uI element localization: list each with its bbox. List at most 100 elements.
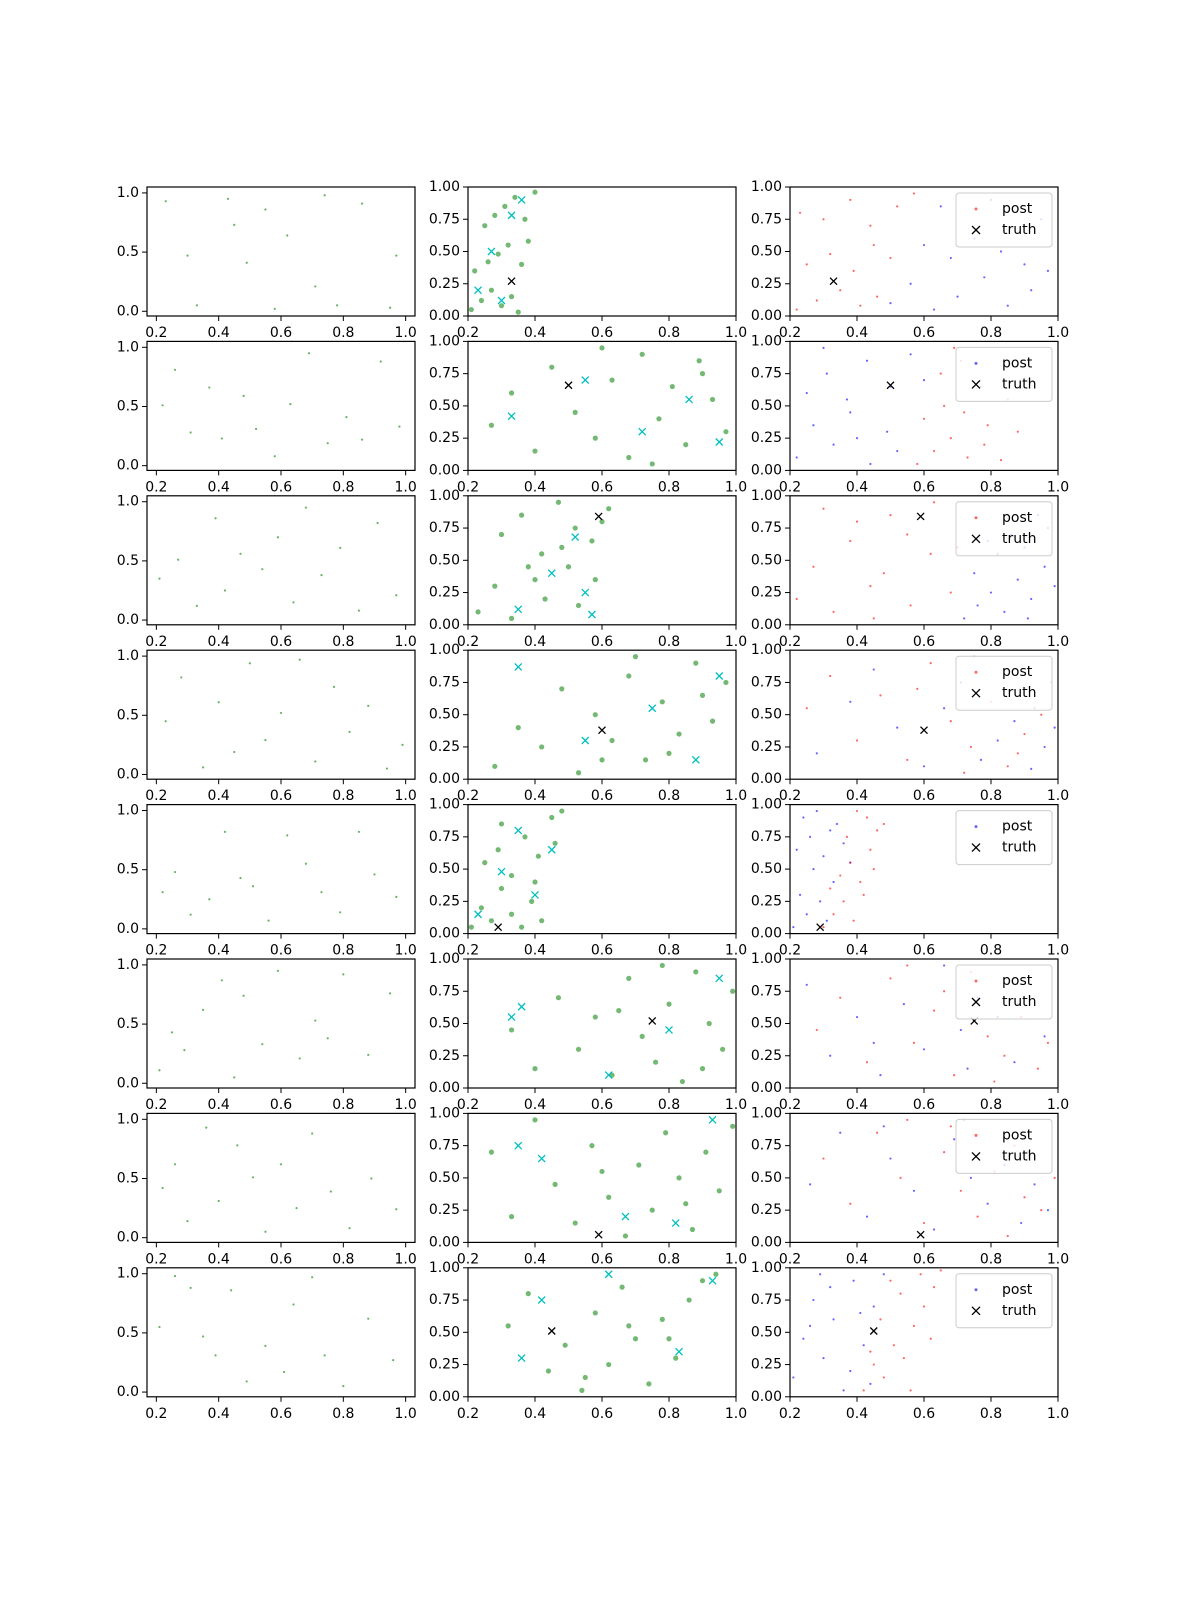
x-tick-label: 1.0 (1047, 1406, 1069, 1422)
x-marker (517, 1354, 526, 1363)
point (872, 243, 875, 247)
x-marker (691, 755, 700, 764)
point (279, 1163, 283, 1166)
axes-background (468, 187, 736, 316)
panel: 0.2 0.4 0.6 0.8 1.0 0.0 0.5 1.0 (117, 339, 417, 495)
x-tick-label: 0.8 (332, 788, 354, 804)
point (666, 1001, 672, 1007)
panel: 0.2 0.4 0.6 0.8 1.0 0.00 0.25 0.50 0.75 1.00 (429, 1260, 747, 1422)
point (348, 730, 351, 733)
point (649, 461, 655, 467)
x-tick-label: 0.2 (779, 1251, 801, 1267)
legend-marker (971, 997, 981, 1007)
point (606, 506, 612, 512)
axes-background (468, 1267, 736, 1397)
legend-marker (974, 516, 978, 520)
point (832, 1318, 835, 1321)
point (805, 983, 808, 986)
point (1006, 304, 1009, 307)
point (986, 1035, 989, 1038)
point (539, 744, 545, 750)
point (872, 868, 875, 871)
point (802, 1337, 805, 1340)
y-tick-label: 1.00 (751, 951, 782, 967)
point (889, 256, 892, 260)
point (989, 591, 993, 594)
point (966, 1067, 969, 1070)
point (949, 437, 952, 440)
y-tick-label: 0.00 (429, 308, 460, 324)
point (1043, 1035, 1046, 1038)
point (525, 564, 531, 570)
point (869, 462, 872, 466)
point (829, 887, 832, 890)
x-tick-label: 0.6 (591, 1251, 613, 1267)
point (201, 766, 205, 769)
point (922, 417, 926, 420)
point (639, 1033, 645, 1039)
legend-label: truth (1002, 994, 1036, 1010)
x-tick-label: 0.4 (846, 325, 868, 341)
point (161, 1186, 164, 1190)
point (829, 674, 832, 678)
point (559, 686, 565, 692)
point (599, 345, 605, 351)
point (872, 1041, 875, 1044)
point (373, 873, 376, 876)
x-tick-label: 0.2 (145, 325, 167, 341)
point (214, 517, 217, 520)
legend-label: post (1002, 973, 1033, 989)
y-tick-label: 0.00 (751, 1389, 782, 1405)
point (849, 1202, 852, 1205)
point (798, 211, 802, 214)
point (575, 1046, 582, 1052)
point (909, 353, 912, 356)
x-tick-label: 0.8 (332, 479, 354, 495)
point (859, 1311, 862, 1315)
point (360, 438, 364, 441)
x-tick-label: 0.2 (457, 1251, 479, 1267)
point (1016, 752, 1019, 755)
point (795, 308, 798, 311)
x-tick-label: 0.2 (779, 325, 801, 341)
panel: 0.2 0.4 0.6 0.8 1.0 0.00 0.25 0.50 0.75 1.00 post t… (751, 488, 1069, 650)
point (606, 1194, 612, 1200)
point (226, 197, 230, 200)
y-tick-label: 1.00 (429, 797, 460, 813)
plot-area (468, 189, 538, 315)
x-tick-label: 0.6 (270, 1251, 292, 1267)
point (986, 1202, 989, 1205)
x-tick-label: 0.6 (270, 1406, 292, 1422)
y-tick-label: 0.75 (429, 211, 460, 227)
point (849, 411, 852, 414)
x-tick-label: 0.6 (913, 788, 935, 804)
point (498, 885, 505, 892)
x-tick-label: 0.2 (145, 1251, 167, 1267)
point (889, 1157, 892, 1160)
legend: post truth (955, 501, 1053, 557)
x-tick-label: 1.0 (725, 788, 747, 804)
point (703, 1149, 709, 1155)
y-tick-label: 0.25 (751, 1202, 782, 1218)
panel: 0.2 0.4 0.6 0.8 1.0 0.00 0.25 0.50 0.75 1.00 (429, 642, 747, 804)
x-tick-label: 0.4 (524, 1097, 546, 1113)
legend-label: post (1002, 510, 1033, 526)
legend-marker (974, 825, 978, 829)
y-tick-label: 1.00 (429, 179, 460, 195)
point (939, 1269, 942, 1272)
y-tick-label: 0.00 (429, 771, 460, 787)
point (498, 821, 505, 827)
x-tick-label: 1.0 (1047, 1251, 1069, 1267)
y-tick-label: 0.0 (117, 303, 139, 319)
x-tick-label: 0.8 (332, 634, 354, 650)
point (956, 295, 959, 298)
y-tick-label: 0.0 (117, 1230, 139, 1246)
point (949, 1125, 952, 1128)
point (267, 919, 270, 922)
legend-marker (974, 1288, 978, 1292)
point (639, 351, 645, 357)
point (273, 307, 276, 310)
point (326, 1037, 329, 1040)
y-tick-label: 0.75 (429, 829, 460, 845)
x-marker (916, 1230, 925, 1239)
